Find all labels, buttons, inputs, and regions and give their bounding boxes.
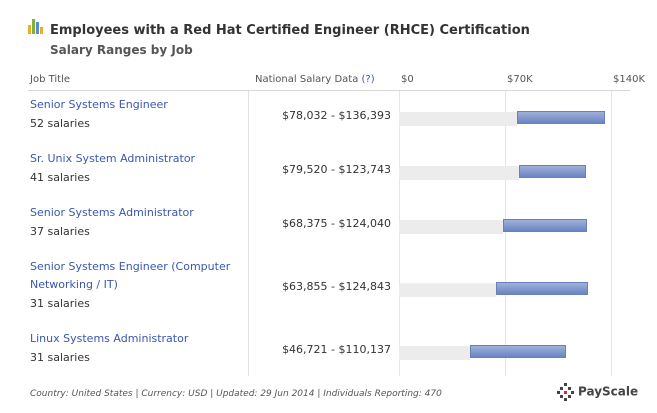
x-tick-label: $0 <box>401 74 414 85</box>
bar-track <box>399 166 519 180</box>
job-title-link[interactable]: Senior Systems Administrator <box>30 206 194 219</box>
job-title-link[interactable]: Linux Systems Administrator <box>30 332 189 345</box>
salary-range-bar[interactable] <box>517 111 605 124</box>
salary-range-label: $46,721 - $110,137 <box>282 343 391 356</box>
salary-range-label: $79,520 - $123,743 <box>282 163 391 176</box>
salary-range-bar[interactable] <box>496 282 588 295</box>
help-link[interactable]: (?) <box>361 74 375 85</box>
salary-count: 31 salaries <box>30 297 90 310</box>
gridline <box>611 91 612 376</box>
bar-track <box>399 283 496 297</box>
bar-chart-logo-icon <box>28 19 44 34</box>
gridline <box>505 91 506 376</box>
payscale-logo[interactable]: PayScale <box>557 383 638 401</box>
salary-data-column-header: National Salary Data (?) <box>255 74 375 85</box>
salary-count: 31 salaries <box>30 351 90 364</box>
bar-track <box>399 346 470 360</box>
salary-range-label: $68,375 - $124,040 <box>282 217 391 230</box>
job-title-link[interactable]: Senior Systems Engineer <box>30 98 168 111</box>
bar-track <box>399 220 503 234</box>
x-tick-label: $140K <box>613 74 646 85</box>
salary-count: 52 salaries <box>30 117 90 130</box>
payscale-mark-icon <box>557 383 575 401</box>
salary-range-label: $63,855 - $124,843 <box>282 280 391 293</box>
header-divider <box>28 90 630 91</box>
column-divider <box>248 91 249 376</box>
job-title-link[interactable]: Sr. Unix System Administrator <box>30 152 196 165</box>
salary-data-label: National Salary Data <box>255 74 359 85</box>
salary-range-bar[interactable] <box>503 219 587 232</box>
salary-range-bar[interactable] <box>519 165 586 178</box>
salary-range-bar[interactable] <box>470 345 566 358</box>
page-title: Employees with a Red Hat Certified Engin… <box>50 23 530 38</box>
job-title-column-header: Job Title <box>30 74 71 85</box>
bar-track <box>399 112 517 126</box>
salary-count: 41 salaries <box>30 171 90 184</box>
x-tick-label: $70K <box>507 74 533 85</box>
footer-info: Country: United States | Currency: USD |… <box>30 389 442 399</box>
payscale-brand: PayScale <box>578 384 639 399</box>
salary-range-label: $78,032 - $136,393 <box>282 109 391 122</box>
page-subtitle: Salary Ranges by Job <box>50 43 193 57</box>
job-title-link[interactable]: Senior Systems Engineer (Computer Networ… <box>30 260 231 291</box>
salary-count: 37 salaries <box>30 225 90 238</box>
